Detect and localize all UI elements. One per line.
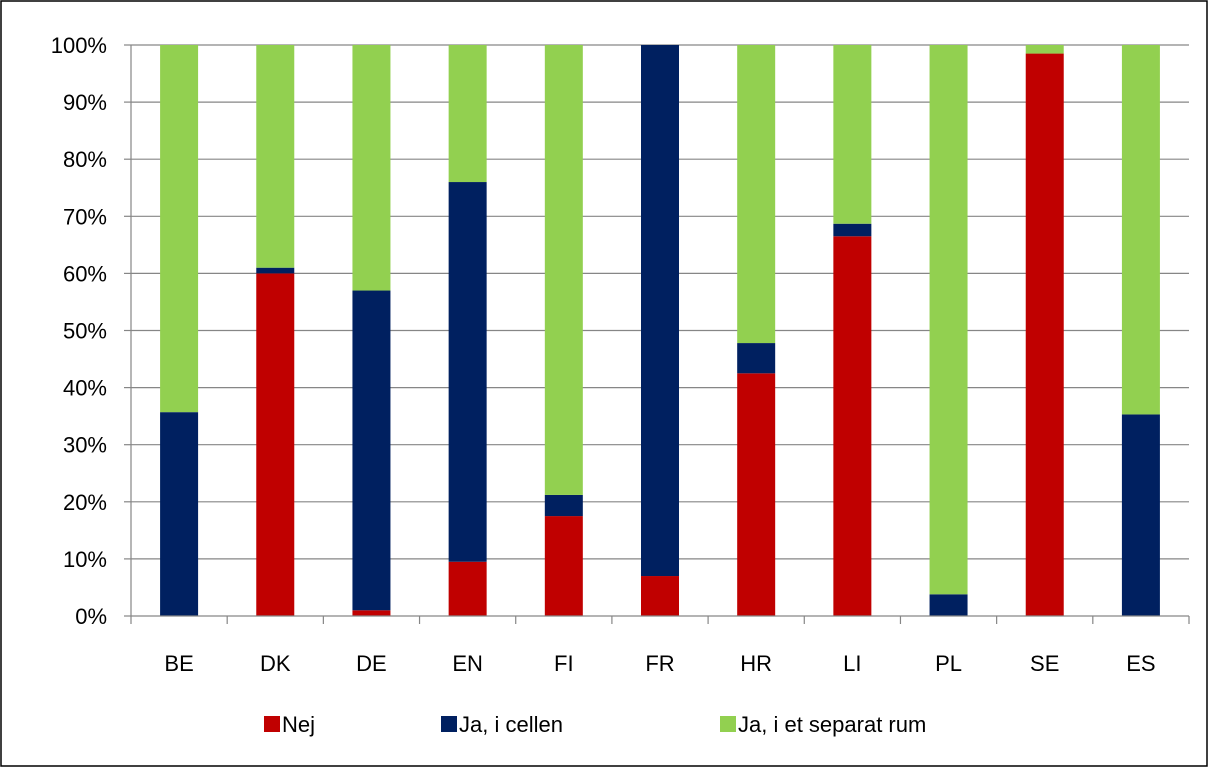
y-tick-label: 40%	[63, 376, 107, 401]
x-tick-label: EN	[452, 651, 483, 676]
bar-dk-series-2	[256, 45, 295, 268]
x-tick-label: HR	[740, 651, 772, 676]
bar-en-series-1	[448, 182, 487, 562]
x-tick-label: PL	[935, 651, 962, 676]
y-tick-label: 10%	[63, 547, 107, 572]
bar-fr-series-1	[641, 45, 679, 577]
legend-item: Ja, i cellen	[441, 712, 563, 737]
bar-be-series-2	[160, 45, 199, 413]
legend-swatch	[441, 716, 457, 732]
bar-hr-series-1	[737, 343, 776, 374]
x-tick-label: LI	[843, 651, 861, 676]
axes	[124, 44, 1190, 624]
bar-fi-series-2	[544, 45, 583, 495]
bar-dk-series-0	[256, 273, 295, 616]
bar-de-series-2	[352, 45, 391, 291]
x-tick-label: ES	[1126, 651, 1155, 676]
legend-item: Ja, i et separat rum	[720, 712, 926, 737]
bar-li-series-0	[833, 236, 872, 616]
bar-dk-series-1	[256, 267, 295, 274]
y-tick-label: 20%	[63, 490, 107, 515]
bar-en-series-2	[448, 45, 487, 183]
bar-de-series-0	[352, 610, 391, 616]
bar-pl-series-1	[929, 594, 968, 616]
y-tick-label: 60%	[63, 261, 107, 286]
bar-se-series-2	[1025, 45, 1064, 54]
bar-de-series-1	[352, 290, 391, 611]
bars	[160, 45, 1160, 616]
y-tick-label: 30%	[63, 433, 107, 458]
legend-label: Nej	[282, 712, 315, 737]
legend-swatch	[264, 716, 280, 732]
bar-en-series-0	[448, 561, 487, 616]
bar-se-series-0	[1025, 53, 1064, 616]
legend: Nej Ja, i cellen Ja, i et separat rum	[264, 712, 926, 737]
bar-fi-series-0	[544, 516, 583, 616]
x-tick-labels: BE DK DE EN FI FR HR LI PL SE ES	[164, 651, 1155, 676]
y-tick-labels: 0% 10% 20% 30% 40% 50% 60% 70% 80% 90% 100%	[51, 33, 107, 629]
legend-swatch	[720, 716, 736, 732]
legend-label: Ja, i cellen	[459, 712, 563, 737]
bar-fi-series-1	[544, 494, 583, 517]
x-tick-label: SE	[1030, 651, 1059, 676]
legend-item: Nej	[264, 712, 315, 737]
x-tick-label: DK	[260, 651, 291, 676]
bar-pl-series-2	[929, 45, 968, 595]
bar-li-series-2	[833, 45, 872, 224]
y-tick-label: 90%	[63, 90, 107, 115]
y-tick-label: 0%	[75, 604, 107, 629]
bar-es-series-2	[1121, 45, 1160, 415]
y-tick-label: 100%	[51, 33, 107, 58]
bar-es-series-1	[1121, 414, 1160, 616]
legend-label: Ja, i et separat rum	[738, 712, 926, 737]
bar-hr-series-2	[737, 45, 776, 344]
bar-fr-series-0	[641, 576, 679, 616]
bar-hr-series-0	[737, 373, 776, 616]
x-tick-label: FI	[554, 651, 574, 676]
x-tick-label: BE	[164, 651, 193, 676]
bar-be-series-1	[160, 412, 199, 616]
bar-li-series-1	[833, 223, 872, 237]
y-tick-label: 80%	[63, 147, 107, 172]
y-tick-label: 50%	[63, 319, 107, 344]
x-tick-label: DE	[356, 651, 387, 676]
y-tick-label: 70%	[63, 204, 107, 229]
x-tick-label: FR	[645, 651, 674, 676]
